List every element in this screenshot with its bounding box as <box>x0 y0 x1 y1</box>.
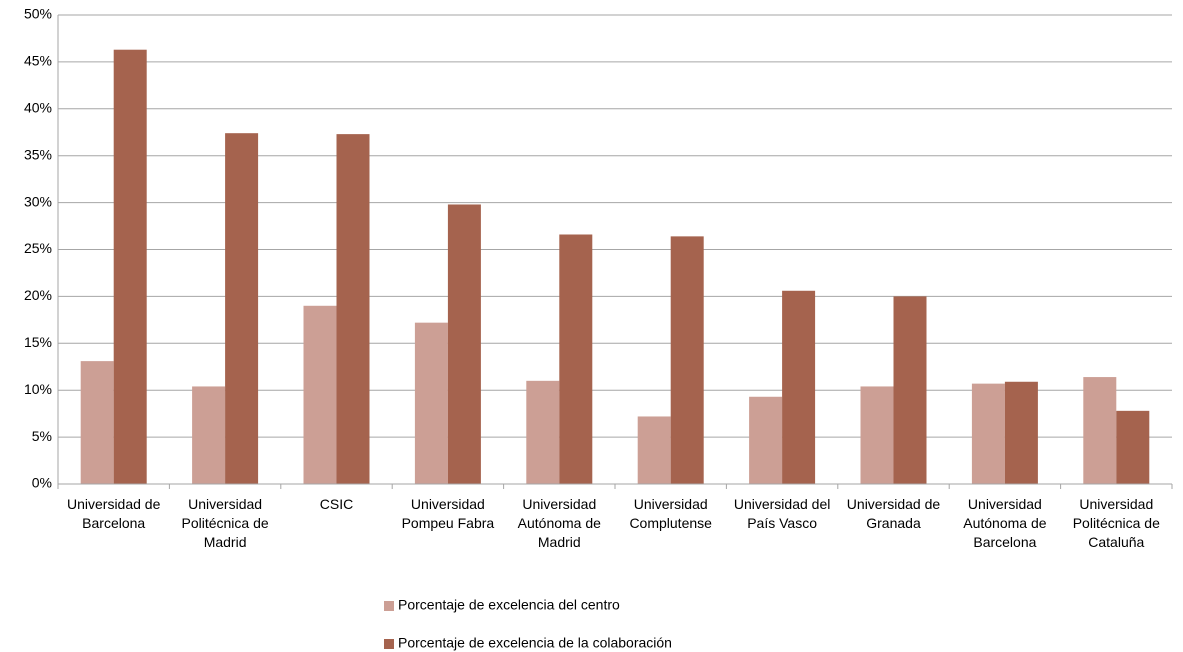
y-tick-label: 0% <box>32 475 52 491</box>
x-tick-label: Universidad de Barcelona <box>66 496 161 531</box>
bar <box>414 322 448 484</box>
x-tick-label: Universidad Politécnica de Madrid <box>181 496 269 550</box>
bar <box>559 234 593 484</box>
x-tick-label: Universidad del País Vasco <box>733 496 831 531</box>
legend-swatch <box>384 601 394 611</box>
bar <box>860 386 894 484</box>
y-tick-label: 5% <box>32 428 52 444</box>
y-tick-label: 25% <box>24 240 52 256</box>
bar <box>971 383 1005 484</box>
y-tick-label: 45% <box>24 53 52 69</box>
x-tick-label: CSIC <box>319 496 354 512</box>
y-tick-label: 35% <box>24 146 52 162</box>
y-tick-label: 20% <box>24 287 52 303</box>
bar <box>1004 381 1038 484</box>
x-tick-label: Universidad Pompeu Fabra <box>401 496 495 531</box>
bar <box>336 134 370 484</box>
bar <box>526 380 560 484</box>
bar <box>303 305 337 484</box>
y-tick-label: 40% <box>24 100 52 116</box>
bar <box>192 386 226 484</box>
x-tick-label: Universidad Autónoma de Barcelona <box>963 496 1047 550</box>
bar <box>1083 377 1117 484</box>
x-tick-label: Universidad de Granada <box>846 496 941 531</box>
x-tick-label: Universidad Autónoma de Madrid <box>517 496 601 550</box>
x-tick-label: Universidad Complutense <box>629 496 712 531</box>
y-tick-label: 50% <box>24 6 52 22</box>
bar <box>113 49 147 485</box>
y-tick-label: 30% <box>24 193 52 209</box>
bar <box>225 133 259 485</box>
y-tick-label: 15% <box>24 334 52 350</box>
bar <box>893 296 927 484</box>
bar <box>80 361 114 484</box>
bar <box>447 204 481 484</box>
bar <box>749 396 783 484</box>
legend-label: Porcentaje de excelencia de la colaborac… <box>398 635 672 651</box>
bar <box>1116 410 1150 484</box>
legend-swatch <box>384 639 394 649</box>
bar <box>670 236 704 484</box>
bar <box>782 290 816 484</box>
legend-label: Porcentaje de excelencia del centro <box>398 597 620 613</box>
x-tick-label: Universidad Politécnica de Cataluña <box>1072 496 1160 550</box>
y-tick-label: 10% <box>24 381 52 397</box>
bar <box>637 416 671 484</box>
